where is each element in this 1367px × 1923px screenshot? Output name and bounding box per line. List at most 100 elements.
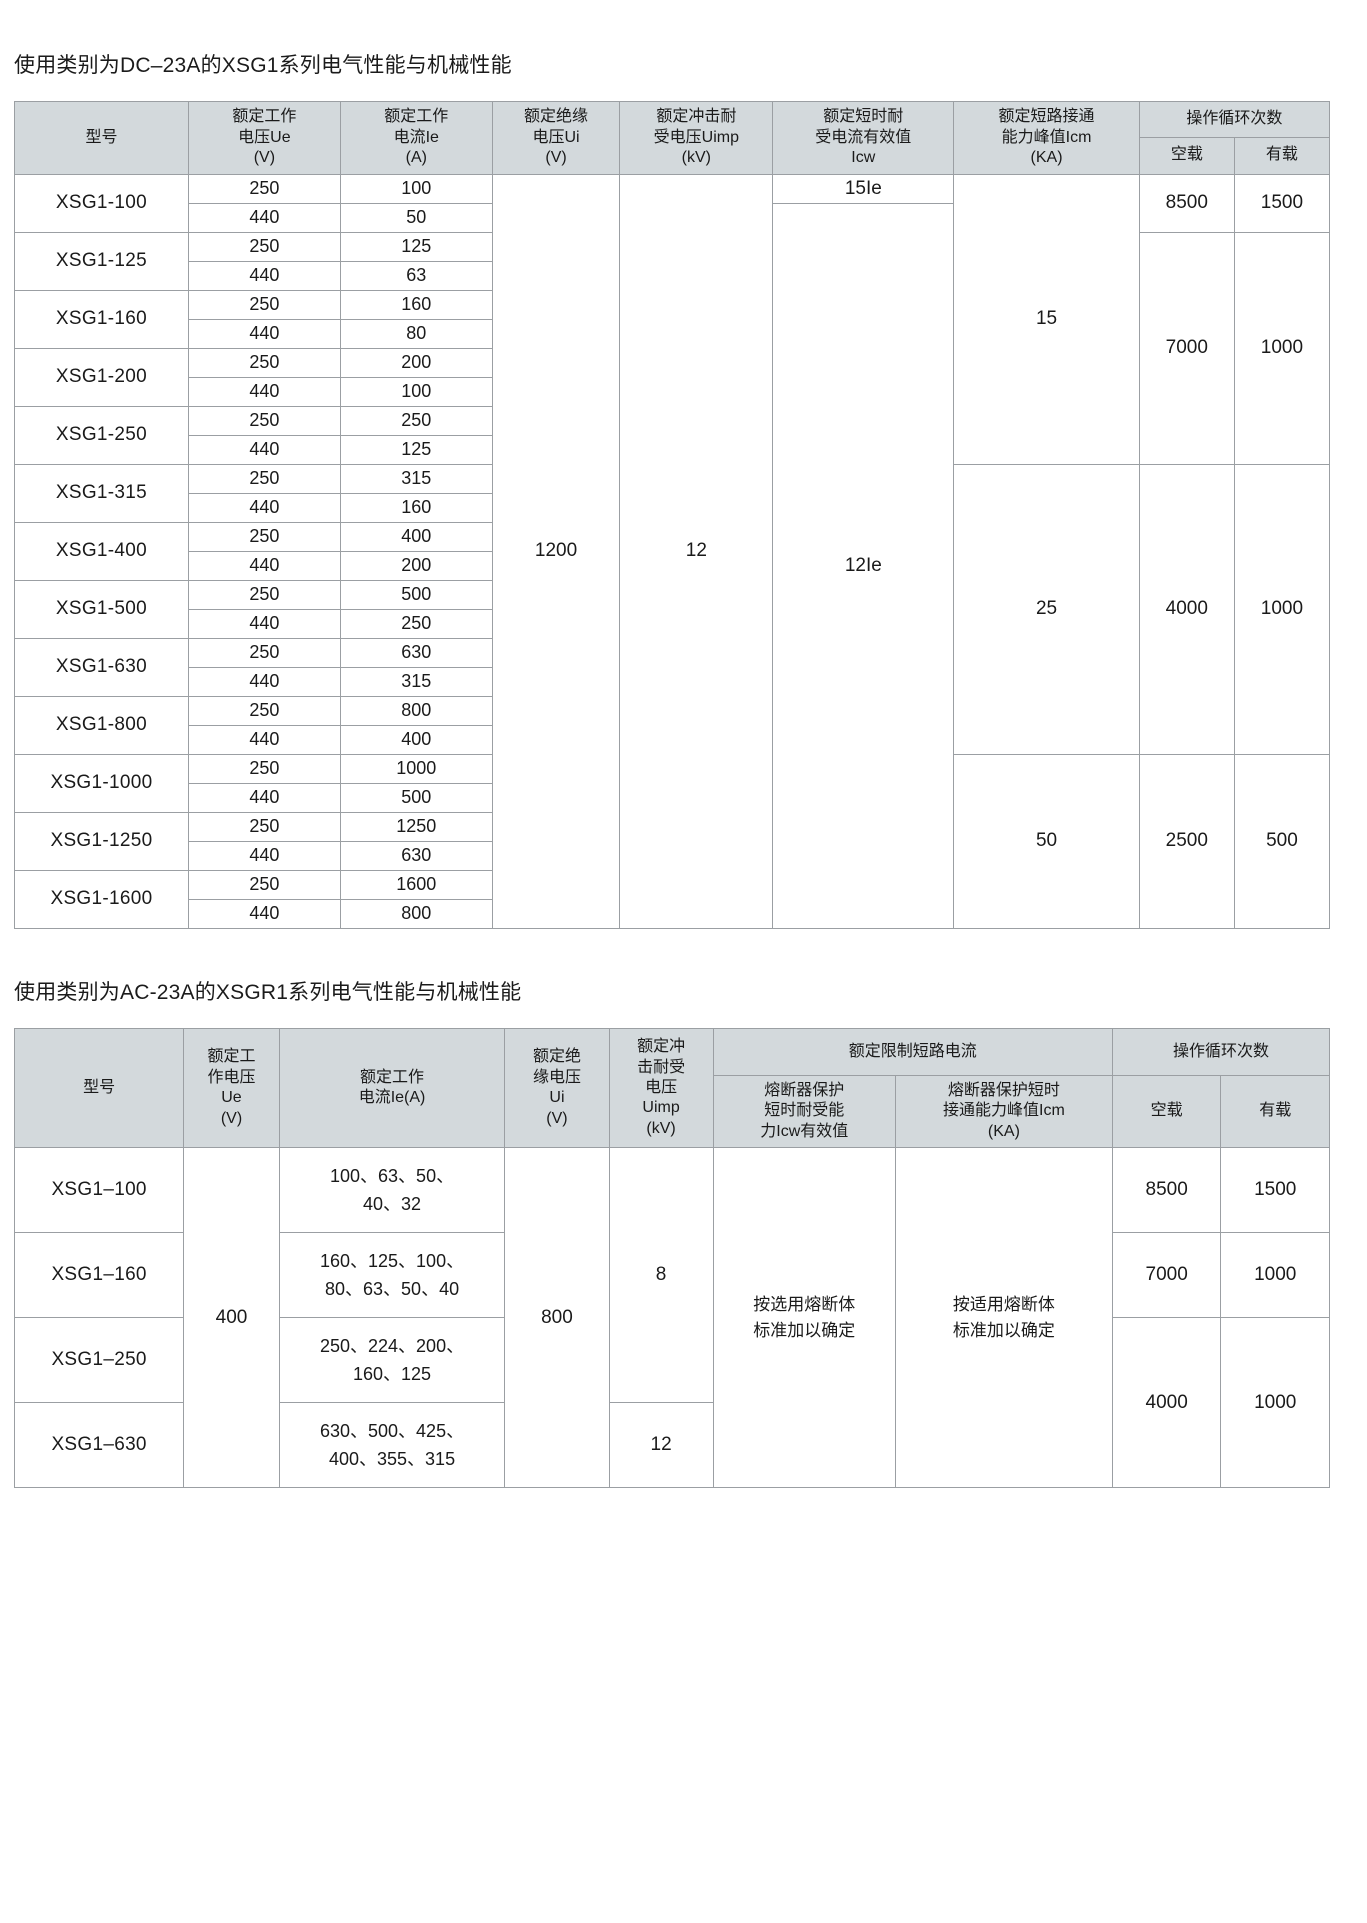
cell-model: XSG1–630	[13, 1402, 185, 1489]
cell-rated-current: 500	[339, 579, 493, 610]
cell-model: XSG1-400	[14, 521, 189, 581]
table-row: XSG1-1600 250 1600	[14, 869, 1330, 929]
th-icm-line3: (KA)	[1030, 149, 1063, 167]
cell-cycles-no-load: 2500	[1138, 753, 1235, 929]
table-row: 440 100	[15, 376, 1330, 407]
table-row: XSG1–160 160、125、100、 80、63、50、40 7000 1000	[13, 1232, 1330, 1319]
th-uimp-line3: (kV)	[681, 149, 711, 167]
th-rated-short-time-current: 额定短时耐 受电流有效值 Icw	[772, 101, 955, 175]
th-icw-line3: Icw	[851, 149, 876, 167]
th2-uimp-line1: 额定冲	[637, 1038, 686, 1056]
cell-rated-voltage: 250	[187, 231, 341, 262]
cell-rated-current: 160	[339, 492, 493, 523]
th2-ui-line2: 缘电压	[532, 1068, 581, 1086]
table-row: XSG1-1250 250 1250	[14, 811, 1330, 871]
cell-cycles-with-load: 1500	[1220, 1147, 1330, 1234]
cell-model: XSG1-315	[14, 463, 189, 523]
th-ui-line2: 电压Ui	[532, 128, 580, 146]
th2-ie-line2: 电流Ie(A)	[358, 1089, 426, 1107]
cell-cycles-with-load: 1000	[1220, 1232, 1330, 1319]
cell-current-line2: 160、125	[353, 1364, 432, 1385]
th2-uimp-line4: Uimp	[642, 1099, 680, 1117]
cell-rated-voltage: 250	[187, 579, 341, 610]
cell-model: XSG1-1600	[14, 869, 189, 929]
cell-rated-current: 1250	[339, 811, 493, 842]
cell-rated-current: 800	[339, 898, 493, 929]
table2-header-row-2: 熔断器保护 短时耐受能 力Icw有效值 熔断器保护短时 接通能力峰值Icm (K…	[15, 1074, 1330, 1149]
th-rated-insulation-voltage: 额定绝缘 电压Ui (V)	[491, 101, 621, 175]
cell-rated-voltage: 250	[187, 521, 341, 552]
th2-operation-cycles: 操作循环次数	[1111, 1028, 1331, 1076]
section-table1: 使用类别为DC–23A的XSG1系列电气性能与机械性能 型号 额定工作 电压Ue…	[0, 0, 1367, 929]
th2-ie-line1: 额定工作	[360, 1068, 425, 1086]
cell-icm-note: 按适用熔断体 标准加以确定	[894, 1147, 1113, 1489]
th-uimp-line2: 受电压Uimp	[653, 128, 739, 146]
cell-cycles-no-load: 8500	[1111, 1147, 1222, 1234]
th2-uimp-line5: (kV)	[646, 1119, 676, 1137]
th-operation-cycles: 操作循环次数	[1138, 101, 1331, 138]
cell-rated-voltage: 250	[187, 811, 341, 842]
table-xsg1-dc23a: 型号 额定工作 电压Ue (V) 额定工作 电流Ie (A) 额定绝缘 电压Ui	[14, 101, 1331, 929]
cell-rated-current: 50	[339, 202, 493, 233]
cell-rated-voltage: 250	[187, 695, 341, 726]
cell-impulse-voltage: 12	[608, 1402, 714, 1489]
th2-rated-impulse-voltage: 额定冲 击耐受 电压 Uimp (kV)	[608, 1027, 714, 1149]
cell-cycles-no-load: 4000	[1138, 463, 1235, 755]
cell-current-line2: 400、355、315	[328, 1449, 456, 1470]
th2-ui-line3: Ui	[549, 1089, 565, 1107]
th-ui-line3: (V)	[545, 149, 567, 167]
cell-impulse-voltage: 12	[619, 173, 774, 929]
table-row: XSG1-1000 250 1000 50 2500 500	[14, 753, 1331, 929]
cell-model: XSG1-1250	[14, 811, 189, 871]
cell-current-line1: 160、125、100、	[319, 1250, 465, 1271]
cell-making-capacity: 15	[953, 173, 1140, 465]
cell-model: XSG1–250	[13, 1317, 185, 1404]
th2-icw-line2: 短时耐受能	[764, 1102, 845, 1120]
th2-with-load: 有载	[1220, 1074, 1330, 1149]
cell-cycles-with-load: 500	[1233, 753, 1331, 929]
table2-head: 型号 额定工 作电压 Ue (V) 额定工作 电流Ie(A) 额定绝 缘电压	[13, 1027, 1331, 1149]
cell-rated-voltage: 440	[187, 260, 341, 291]
table2-body: XSG1–100 400 100、63、50、 40、32 800 8 按选用熔断体 标准加以…	[13, 1147, 1330, 1489]
cell-rated-voltage: 440	[187, 318, 341, 349]
th2-ue-line3: Ue	[221, 1089, 242, 1107]
table-row: XSG1-160 250 160	[14, 289, 1330, 349]
cell-rated-current: 125	[339, 434, 493, 465]
th2-ue-line1: 额定工	[207, 1048, 256, 1066]
th-uimp-line1: 额定冲击耐	[656, 108, 737, 126]
th-model: 型号	[14, 101, 189, 175]
cell-rated-voltage: 440	[187, 376, 341, 407]
cell-rated-current: 100	[339, 376, 493, 407]
table-row: 440 63	[15, 260, 1330, 291]
cell-cycles-no-load: 8500	[1138, 173, 1235, 233]
th2-ue-line2: 作电压	[207, 1068, 256, 1086]
th2-fuse-short-time-withstand: 熔断器保护 短时耐受能 力Icw有效值	[712, 1074, 896, 1149]
cell-impulse-voltage: 8	[608, 1147, 714, 1404]
cell-rated-current: 630、500、425、 400、355、315	[278, 1402, 506, 1489]
cell-rated-current: 250	[339, 608, 493, 639]
th-ie-line1: 额定工作	[384, 108, 449, 126]
cell-cycles-no-load: 7000	[1138, 231, 1235, 465]
cell-rated-current: 250、224、200、 160、125	[278, 1317, 506, 1404]
th-ue-line1: 额定工作	[232, 108, 297, 126]
cell-rated-voltage: 440	[187, 782, 341, 813]
table-xsgr1-ac23a: 型号 额定工 作电压 Ue (V) 额定工作 电流Ie(A) 额定绝 缘电压	[13, 1027, 1331, 1489]
cell-rated-voltage: 250	[187, 753, 341, 784]
table-row: XSG1–100 400 100、63、50、 40、32 800 8 按选用熔断体 标准加以…	[13, 1147, 1330, 1489]
cell-model: XSG1–160	[13, 1232, 185, 1319]
cell-rated-voltage: 250	[187, 347, 341, 378]
cell-cycles-with-load: 1500	[1233, 173, 1331, 233]
cell-rated-voltage: 440	[187, 724, 341, 755]
cell-rated-voltage: 440	[187, 608, 341, 639]
cell-rated-current: 1600	[339, 869, 493, 900]
table-row: 440 500	[15, 782, 1330, 813]
cell-cycles-with-load: 1000	[1233, 231, 1331, 465]
cell-icm-note-line2: 标准加以确定	[952, 1320, 1055, 1340]
table1-header-row-1: 型号 额定工作 电压Ue (V) 额定工作 电流Ie (A) 额定绝缘 电压Ui	[14, 101, 1331, 175]
th-no-load: 空载	[1138, 136, 1235, 175]
cell-cycles-no-load: 7000	[1111, 1232, 1222, 1319]
table-row: XSG1-315 250 315 25 4000 1000	[14, 463, 1331, 755]
table-row: 440 315	[15, 666, 1330, 697]
cell-short-time-current: 15Ie	[772, 173, 955, 204]
